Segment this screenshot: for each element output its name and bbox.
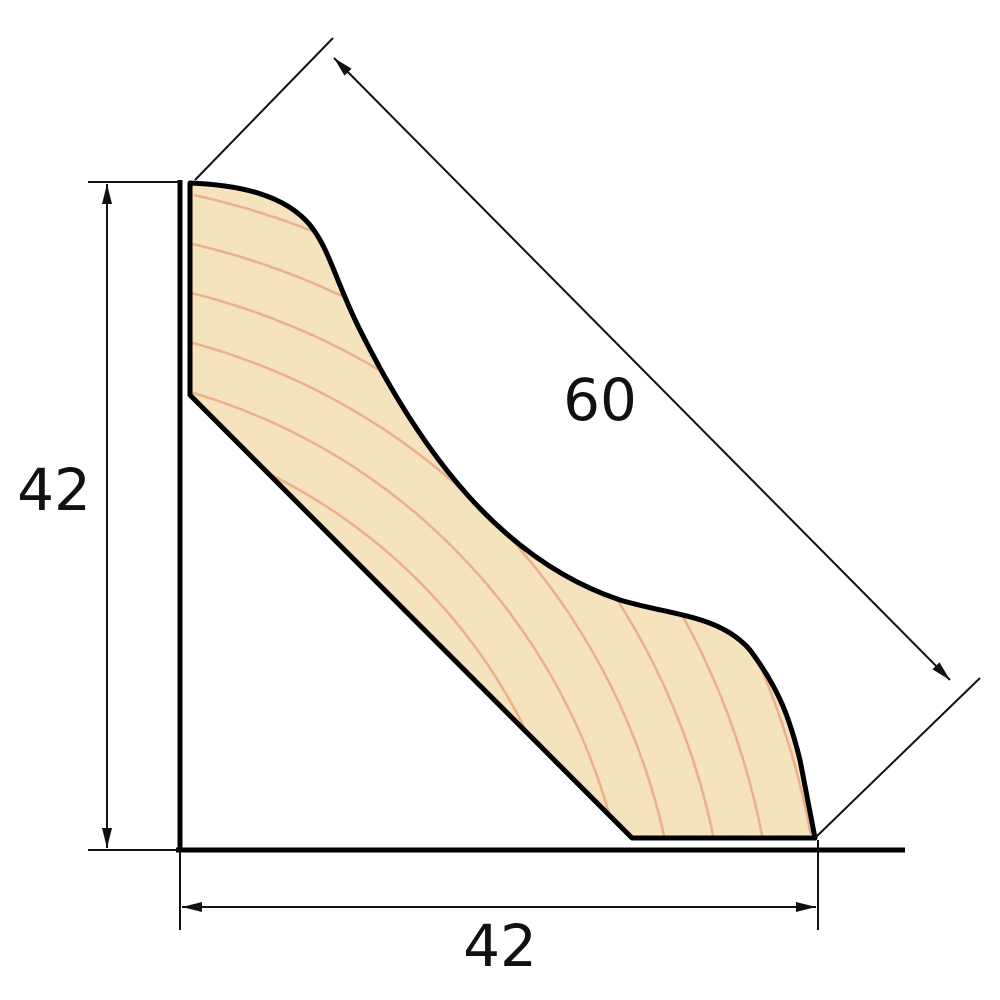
grain-ring xyxy=(190,760,259,838)
face-dimension xyxy=(194,37,981,839)
height-label: 42 xyxy=(17,456,91,524)
grain-ring xyxy=(190,647,365,838)
width-dimension xyxy=(179,840,819,930)
height-dimension xyxy=(88,181,180,851)
grain-ring xyxy=(190,595,418,838)
grain-ring xyxy=(190,825,201,838)
wood-cross-section xyxy=(190,183,815,838)
face-label: 60 xyxy=(563,366,637,434)
grain-ring xyxy=(190,702,313,838)
width-label: 42 xyxy=(463,912,537,980)
wood-profile xyxy=(187,180,818,841)
